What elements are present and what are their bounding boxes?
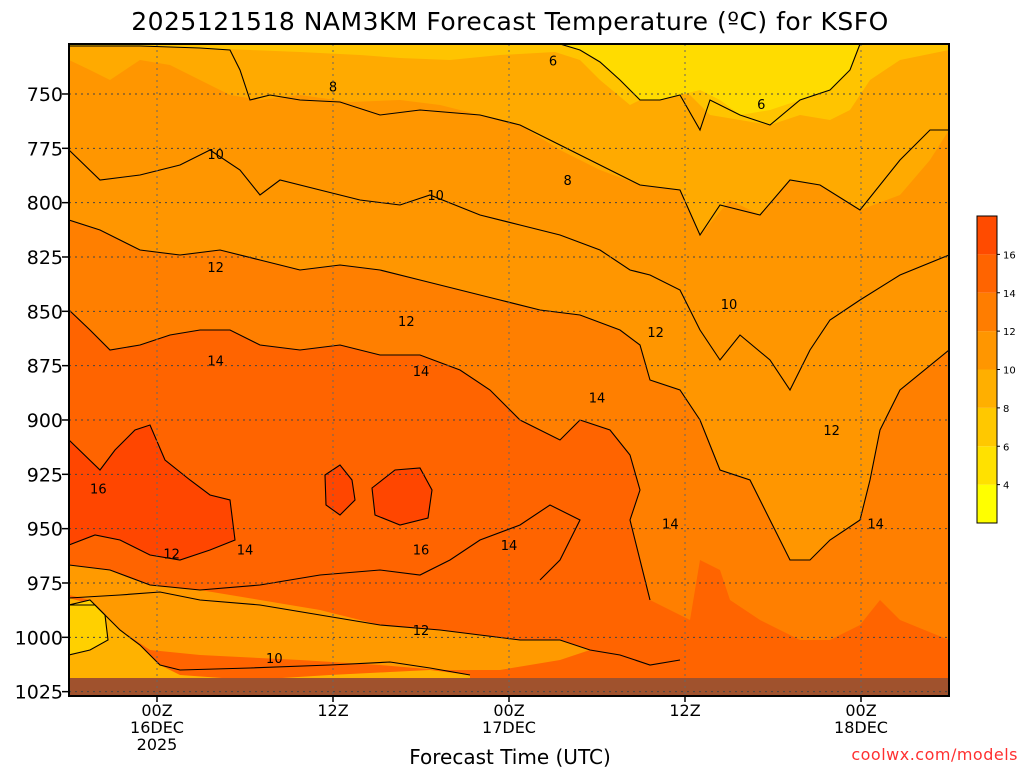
y-tick-label: 975: [27, 573, 63, 595]
colorbar-segment: [977, 407, 997, 447]
colorbar-tick-label: 10: [1003, 366, 1016, 377]
y-tick-label: 875: [27, 356, 63, 378]
contour-label: 12: [823, 424, 840, 439]
colorbar-tick-label: 6: [1003, 442, 1009, 453]
y-tick-label: 800: [27, 193, 63, 215]
contour-label: 14: [413, 365, 430, 380]
contour-lines: [69, 44, 949, 676]
contour-label: 12: [398, 315, 415, 330]
contour-16: [69, 424, 236, 561]
colorbar-segment: [977, 369, 997, 408]
colorbar-tick-label: 4: [1003, 481, 1009, 492]
grid-lines: [69, 44, 949, 696]
contour-label: 12: [163, 548, 180, 563]
x-tick-label: 12Z: [669, 701, 700, 720]
contour-label: 14: [662, 517, 679, 532]
colorbar-tick-label: 16: [1003, 250, 1016, 261]
contour-label: 10: [427, 189, 444, 204]
contour-10: [69, 149, 949, 392]
colorbar-segment: [977, 446, 997, 485]
plot-area: [69, 44, 949, 696]
colorbar-segment: [977, 216, 997, 255]
y-tick-label: 750: [27, 84, 63, 106]
colorbar: 4 6 8 10 12 14 16: [976, 215, 1016, 524]
y-axis: 750 775 800 825 850 875 900 925 950 975 1000 1025: [15, 84, 69, 704]
contour-label: 14: [589, 391, 606, 406]
x-tick-label: 00Z: [845, 701, 876, 720]
contour-label: 16: [90, 483, 107, 498]
y-tick-label: 925: [27, 464, 63, 486]
x-tick-label: 17DEC: [482, 718, 536, 737]
y-tick-label: 1000: [15, 627, 63, 649]
y-tick-label: 775: [27, 138, 63, 160]
temp-band-surface-cooler: [69, 598, 470, 696]
contour-label: 10: [721, 298, 738, 313]
temp-band-16-plus-b: [372, 468, 432, 525]
contour-label: 14: [207, 354, 224, 369]
contour-label: 12: [647, 326, 664, 341]
x-tick-label: 16DEC: [130, 718, 184, 737]
contour-16-island-b: [371, 467, 433, 526]
contour-label: 6: [757, 98, 765, 113]
colorbar-segment: [977, 292, 997, 332]
temp-band-surface-coolest: [69, 600, 108, 655]
contour-labels: 6 6 8 8 10 10 10 12 12 12 12 12 14 14 14 14 14 14 14 16 16 12…: [90, 54, 884, 667]
contour-6: [559, 44, 861, 132]
x-tick-label: 12Z: [317, 701, 348, 720]
contour-label: 14: [867, 517, 884, 532]
contour-8: [69, 45, 949, 237]
contour-10-low: [69, 604, 471, 676]
contour-label: 8: [564, 174, 572, 189]
temp-band-14-16: [69, 310, 949, 696]
y-tick-label: 900: [27, 410, 63, 432]
contour-label: 6: [549, 54, 557, 69]
y-tick-label: 1025: [15, 682, 63, 704]
contour-8-low: [69, 599, 109, 656]
colorbar-tick-label: 14: [1003, 289, 1016, 300]
colorbar-segment: [977, 484, 997, 523]
contour-label: 14: [501, 539, 518, 554]
x-tick-label: 2025: [137, 735, 178, 754]
x-tick-label: 00Z: [141, 701, 172, 720]
colorbar-segment: [977, 254, 997, 293]
contour-16-island-c: [324, 464, 356, 516]
x-tick-label: 18DEC: [834, 718, 888, 737]
colorbar-tick-label: 8: [1003, 404, 1009, 415]
contour-12-low: [69, 591, 681, 666]
colorbar-tick-label: 12: [1003, 327, 1016, 338]
temp-band-4-6: [560, 44, 860, 115]
x-axis-label: Forecast Time (UTC): [409, 745, 611, 768]
contour-label: 16: [413, 543, 430, 558]
colorbar-segment: [977, 331, 997, 370]
contour-14-low: [69, 504, 581, 591]
temp-band-16-plus-a: [69, 425, 235, 560]
contour-14: [69, 309, 651, 601]
credit-text: coolwx.com/models: [851, 745, 1018, 764]
contour-label: 12: [207, 261, 224, 276]
contour-label: 12: [413, 624, 430, 639]
contour-label: 8: [329, 80, 337, 95]
x-tick-label: 00Z: [493, 701, 524, 720]
temp-band-surface-cool: [69, 565, 590, 670]
contour-label: 10: [207, 148, 224, 163]
y-tick-label: 825: [27, 247, 63, 269]
y-tick-label: 850: [27, 301, 63, 323]
y-tick-label: 950: [27, 519, 63, 541]
contour-12: [69, 219, 949, 561]
chart-title: 2025121518 NAM3KM Forecast Temperature (…: [131, 7, 889, 36]
contour-label: 14: [237, 543, 254, 558]
contour-label: 10: [266, 652, 283, 667]
